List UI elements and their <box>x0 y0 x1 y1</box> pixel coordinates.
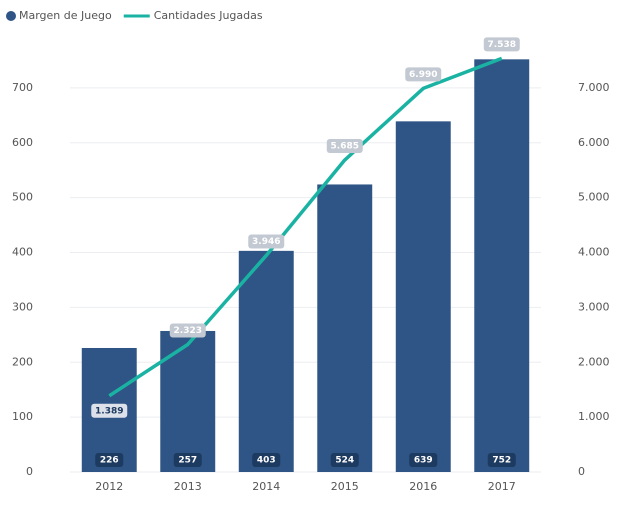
x-tick-label: 2015 <box>331 480 359 493</box>
bar-label-box <box>95 453 124 467</box>
y2-tick-label: 3.000 <box>578 300 610 313</box>
bar-label-box <box>487 453 516 467</box>
y2-tick-label: 7.000 <box>578 81 610 94</box>
bar-label: 403 <box>257 456 276 466</box>
line-label: 6.990 <box>409 70 437 80</box>
line-label-box <box>483 37 520 52</box>
legend-label: Margen de Juego <box>19 9 112 22</box>
y-tick-label: 600 <box>12 136 33 149</box>
y2-tick-label: 6.000 <box>578 136 610 149</box>
bar-label: 752 <box>492 456 511 466</box>
line-label: 5.685 <box>331 142 359 152</box>
y-tick-label: 500 <box>12 191 33 204</box>
bar <box>160 330 216 472</box>
y-tick-label: 300 <box>12 300 33 313</box>
bar-label: 524 <box>335 456 354 466</box>
bar <box>395 121 451 472</box>
line-label: 2.323 <box>174 326 202 336</box>
line-label-box <box>405 67 442 82</box>
bar-label-box <box>330 453 359 467</box>
y-tick-label: 700 <box>12 81 33 94</box>
bar-label: 639 <box>414 456 433 466</box>
line-label: 3.946 <box>252 237 280 247</box>
y2-tick-label: 0 <box>578 465 585 478</box>
legend-marker <box>6 11 16 21</box>
y-tick-label: 0 <box>26 465 33 478</box>
line-label-box <box>326 139 363 154</box>
bar-label-box <box>173 453 202 467</box>
bar <box>474 59 530 473</box>
line-label-box <box>248 234 285 249</box>
y2-tick-label: 4.000 <box>578 246 610 259</box>
x-tick-label: 2012 <box>95 480 123 493</box>
x-tick-label: 2017 <box>488 480 516 493</box>
x-tick-label: 2013 <box>174 480 202 493</box>
line-label-box <box>91 403 128 418</box>
y2-tick-label: 2.000 <box>578 355 610 368</box>
y-tick-label: 200 <box>12 355 33 368</box>
y2-tick-label: 5.000 <box>578 191 610 204</box>
line <box>108 56 503 398</box>
y-tick-label: 400 <box>12 246 33 259</box>
y-tick-label: 100 <box>12 410 33 423</box>
bar-label: 226 <box>100 456 119 466</box>
bar <box>238 250 294 472</box>
x-tick-label: 2014 <box>252 480 280 493</box>
legend-label: Cantidades Jugadas <box>154 9 263 22</box>
line-label: 1.389 <box>95 406 123 416</box>
x-tick-label: 2016 <box>409 480 437 493</box>
bar-label-box <box>252 453 281 467</box>
line-label: 7.538 <box>488 40 516 50</box>
bar <box>317 184 373 472</box>
line-label-box <box>169 323 206 338</box>
y2-tick-label: 1.000 <box>578 410 610 423</box>
bar-label: 257 <box>178 456 197 466</box>
bar-label-box <box>409 453 438 467</box>
